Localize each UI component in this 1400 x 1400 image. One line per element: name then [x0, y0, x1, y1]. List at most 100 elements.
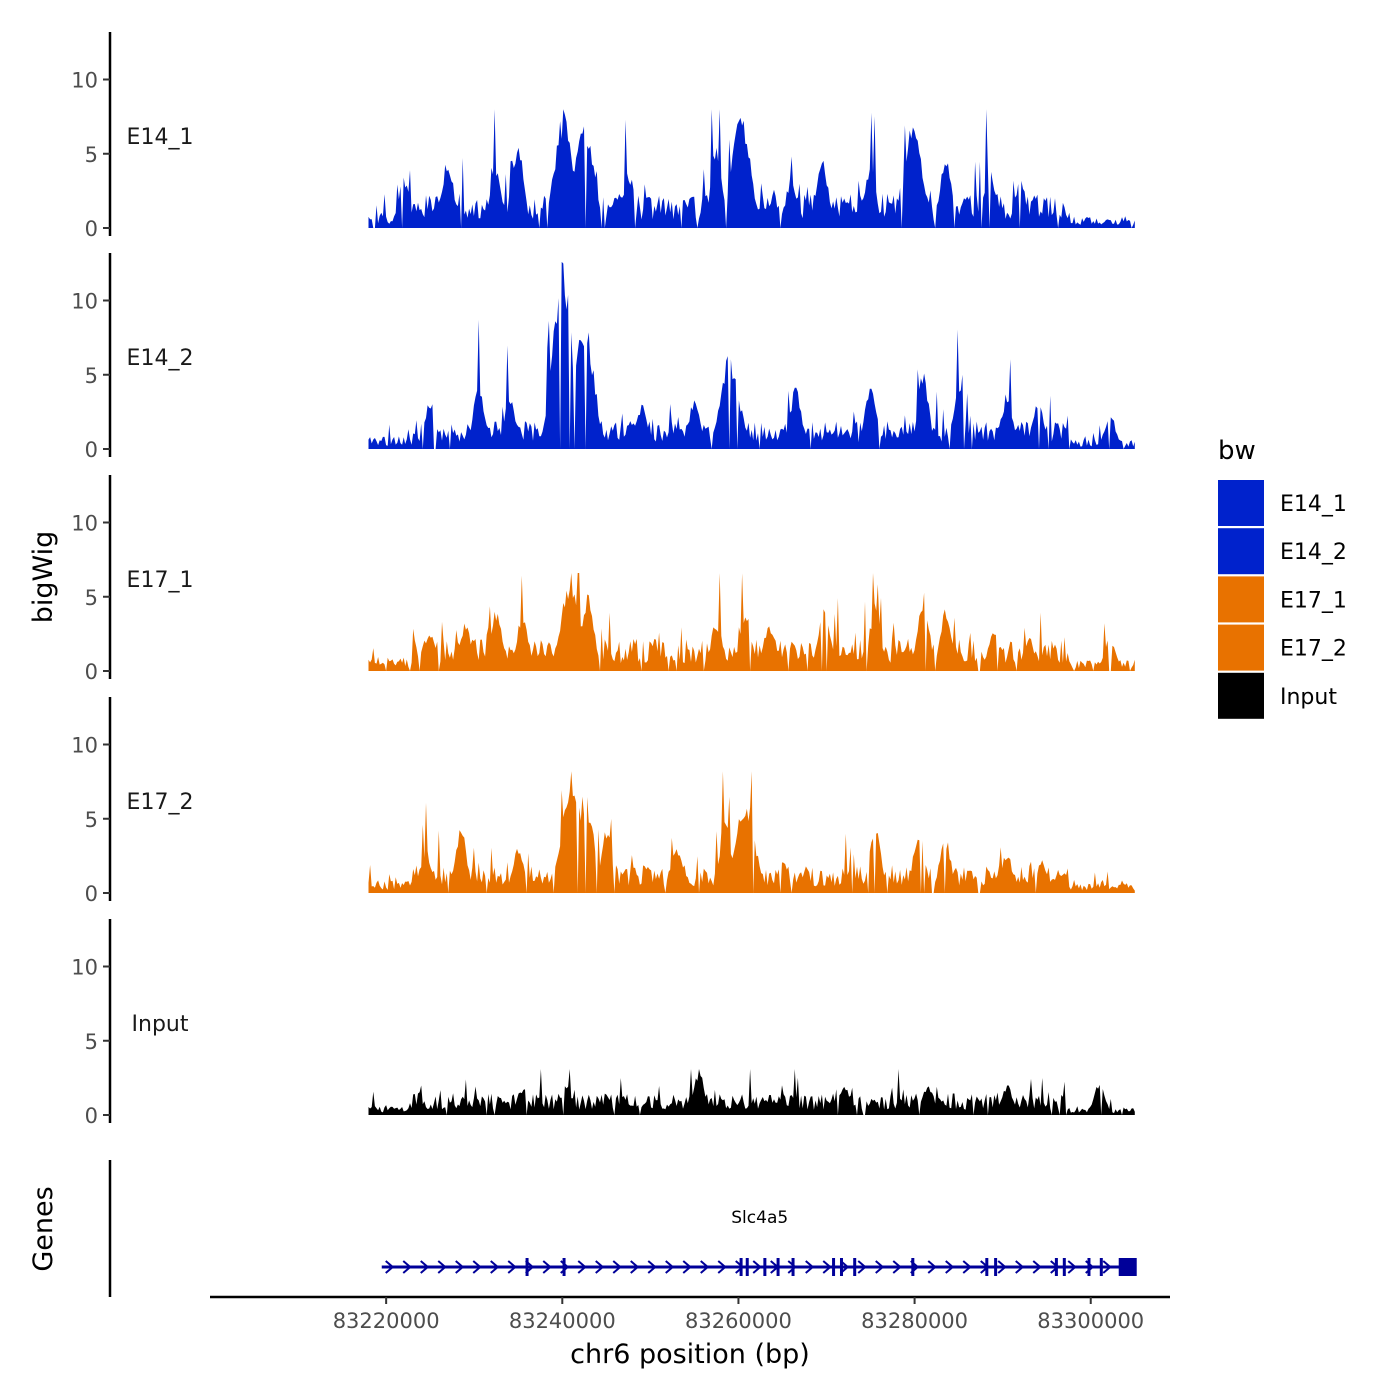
y-tick-label: 5 [85, 808, 98, 832]
strand-arrow [962, 1260, 972, 1274]
exon [911, 1258, 915, 1276]
panel-e14-2: 0 5 10 E14_2 [71, 253, 1135, 462]
y-tick-label: 0 [85, 1104, 98, 1128]
y-tick-label: 0 [85, 438, 98, 462]
strand-arrow [647, 1260, 657, 1274]
legend-title: bw [1218, 436, 1256, 466]
strand-arrow [1032, 1260, 1042, 1274]
coverage-area-e14-2 [368, 261, 1135, 449]
strand-arrow [385, 1260, 395, 1274]
strand-arrow [612, 1260, 622, 1274]
exon [791, 1258, 795, 1276]
facet-label: E17_1 [127, 568, 194, 593]
y-tick-label: 5 [85, 1030, 98, 1054]
x-tick-label: 83240000 [509, 1309, 616, 1333]
legend: bw E14_1 E14_2 E17_1 E17_2 Input [1218, 436, 1347, 719]
coverage-area-e14-1 [368, 109, 1135, 228]
coverage-area-e17-1 [368, 573, 1135, 671]
genes-track-label: Genes [28, 1186, 59, 1271]
strand-arrow [875, 1260, 885, 1274]
legend-label: E17_2 [1280, 637, 1347, 662]
legend-key-input [1218, 672, 1264, 719]
exon [1118, 1258, 1137, 1276]
strand-arrow [997, 1260, 1007, 1274]
legend-label: E17_1 [1280, 588, 1347, 613]
exon [1054, 1258, 1058, 1276]
legend-key-e17-1 [1218, 576, 1264, 623]
strand-arrow [927, 1260, 937, 1274]
exon [832, 1258, 836, 1276]
strand-arrow [507, 1260, 517, 1274]
panel-input: 0 5 10 Input [71, 919, 1135, 1128]
exon [994, 1258, 998, 1276]
legend-key-e14-2 [1218, 528, 1264, 575]
strand-arrow [472, 1260, 482, 1274]
exon [776, 1258, 780, 1276]
y-tick-label: 10 [71, 69, 98, 93]
exon [745, 1258, 749, 1276]
genes-track: Genes Slc4a5 [28, 1160, 1137, 1297]
strand-arrow [1102, 1260, 1112, 1274]
facet-label: Input [132, 1012, 189, 1037]
y-axis-title: bigWig [28, 531, 59, 624]
exon [763, 1258, 767, 1276]
panel-e17-1: 0 5 10 E17_1 [71, 475, 1135, 684]
strand-arrow [787, 1260, 797, 1274]
y-tick-label: 10 [71, 734, 98, 758]
legend-key-e17-2 [1218, 624, 1264, 671]
strand-arrow [1015, 1260, 1025, 1274]
strand-arrow [735, 1260, 745, 1274]
y-tick-label: 0 [85, 882, 98, 906]
exon [562, 1258, 566, 1276]
x-tick-label: 83300000 [1037, 1309, 1144, 1333]
strand-arrow [490, 1260, 500, 1274]
strand-arrow [805, 1260, 815, 1274]
x-tick-label: 83220000 [333, 1309, 440, 1333]
strand-arrow [717, 1260, 727, 1274]
strand-arrow [630, 1260, 640, 1274]
strand-arrow [402, 1260, 412, 1274]
exon [853, 1258, 857, 1276]
legend-key-e14-1 [1218, 480, 1264, 526]
exon [1087, 1258, 1091, 1276]
exon [839, 1258, 843, 1276]
y-tick-label: 5 [85, 586, 98, 610]
strand-arrow [682, 1260, 692, 1274]
strand-arrow [542, 1260, 552, 1274]
strand-arrow [857, 1260, 867, 1274]
strand-arrow [840, 1260, 850, 1274]
legend-label: E14_1 [1280, 492, 1347, 517]
coverage-area-e17-2 [368, 771, 1135, 893]
facet-label: E14_1 [127, 125, 194, 150]
x-tick-label: 83260000 [685, 1309, 792, 1333]
strand-arrow [455, 1260, 465, 1274]
y-tick-label: 5 [85, 364, 98, 388]
y-tick-label: 10 [71, 512, 98, 536]
coverage-area-input [368, 1069, 1135, 1115]
exon [525, 1258, 529, 1276]
y-tick-label: 10 [71, 290, 98, 314]
legend-label: E14_2 [1280, 540, 1347, 565]
strand-arrow [945, 1260, 955, 1274]
strand-arrow [700, 1260, 710, 1274]
x-axis: 83220000 83240000 83260000 83280000 83300000 [210, 1295, 1170, 1333]
exon [1099, 1258, 1103, 1276]
strand-arrow [752, 1260, 762, 1274]
y-tick-label: 5 [85, 143, 98, 167]
y-tick-label: 10 [71, 956, 98, 980]
x-axis-title: chr6 position (bp) [570, 1339, 810, 1370]
strand-arrow [437, 1260, 447, 1274]
gene-name: Slc4a5 [731, 1208, 788, 1228]
exon [739, 1258, 743, 1276]
strand-arrow [822, 1260, 832, 1274]
panel-e14-1: 0 5 10 E14_1 [71, 32, 1135, 241]
strand-arrow [595, 1260, 605, 1274]
strand-arrow [1067, 1260, 1077, 1274]
facet-label: E17_2 [127, 790, 194, 815]
panel-e17-2: 0 5 10 E17_2 [71, 697, 1135, 906]
legend-label: Input [1280, 685, 1337, 710]
strand-arrow [665, 1260, 675, 1274]
strand-arrow [420, 1260, 430, 1274]
x-tick-label: 83280000 [861, 1309, 968, 1333]
